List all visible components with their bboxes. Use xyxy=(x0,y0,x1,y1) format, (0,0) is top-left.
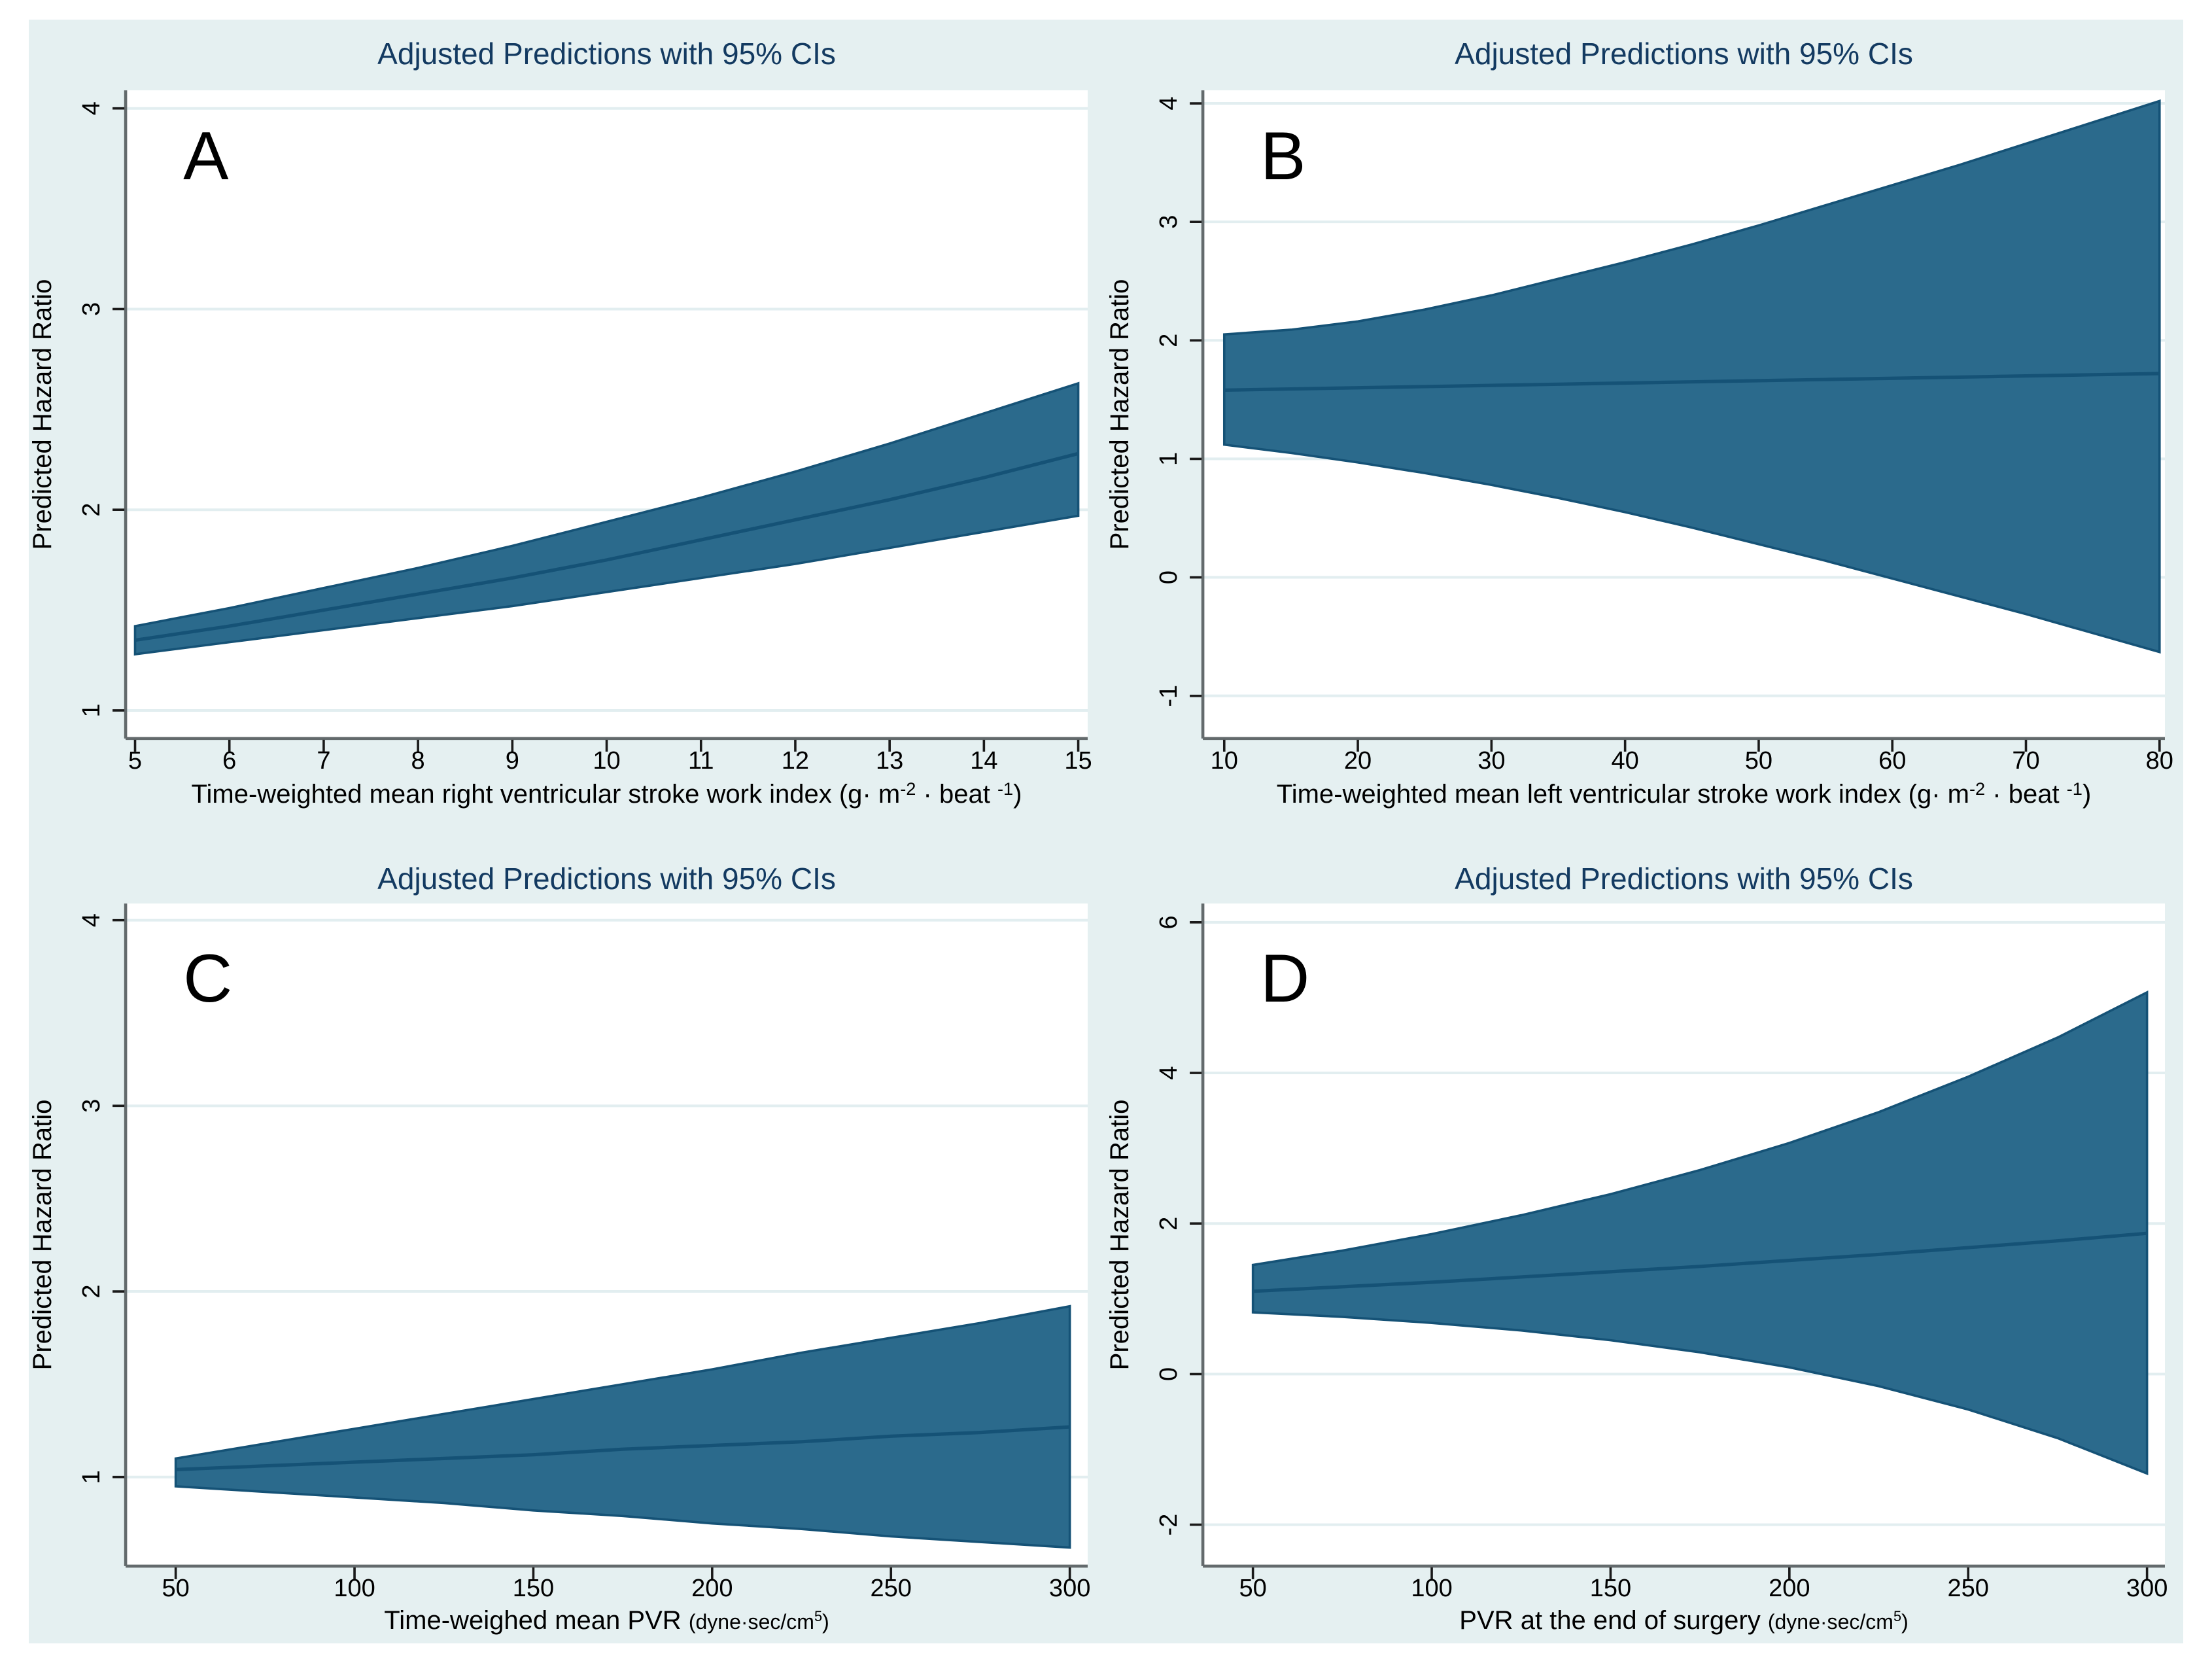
x-tick-label-70: 70 xyxy=(2012,747,2039,775)
x-tick-label-30: 30 xyxy=(1478,747,1505,775)
panel-c-chart: 50 100 150 200 250 300 1 2 3 4 Adjusted Prediction… xyxy=(29,862,1090,1635)
panel-d-chart: 50 100 150 200 250 300 -2 0 2 4 6 Adjusted Predicti… xyxy=(1106,862,2168,1635)
plot-area xyxy=(126,90,1088,739)
x-tick-label-15: 15 xyxy=(1064,747,1092,775)
y-tick-label-4: 4 xyxy=(78,101,105,115)
x-axis-title: PVR at the end of surgery (dyne·sec/cm5) xyxy=(1459,1606,1908,1635)
x-tick-label-5: 5 xyxy=(128,747,142,775)
confidence-band xyxy=(1222,99,2161,654)
panel-letter: D xyxy=(1260,941,1309,1017)
x-tick-label-12: 12 xyxy=(782,747,809,775)
x-tick-label-80: 80 xyxy=(2146,747,2173,775)
panel-letter: B xyxy=(1260,118,1305,194)
y-tick-label-2: 2 xyxy=(78,503,105,517)
confidence-band xyxy=(1251,990,2149,1475)
y-axis-title: Predicted Hazard Ratio xyxy=(1106,279,1134,550)
y-tick-label-1: 1 xyxy=(78,1470,105,1484)
x-tick-label-150: 150 xyxy=(1590,1575,1631,1602)
x-axis-title: Time-weighted mean left ventricular stro… xyxy=(1277,779,2091,809)
y-tick-label-4: 4 xyxy=(1155,1066,1183,1079)
panel-b: 10 20 30 40 50 60 70 80 -1 0 1 2 3 4 Adjusted Predicti… xyxy=(1106,20,2183,832)
x-tick-label-50: 50 xyxy=(1239,1575,1266,1602)
x-tick-label-250: 250 xyxy=(1948,1575,1989,1602)
y-tick-label-3: 3 xyxy=(78,1099,105,1113)
confidence-band xyxy=(133,381,1080,656)
x-tick-label-11: 11 xyxy=(688,747,714,775)
y-tick-label-0: 0 xyxy=(1155,1367,1183,1381)
panel-title: Adjusted Predictions with 95% CIs xyxy=(1455,37,1913,71)
x-tick-label-150: 150 xyxy=(513,1575,554,1602)
x-tick-label-10: 10 xyxy=(593,747,620,775)
panel-title: Adjusted Predictions with 95% CIs xyxy=(377,37,836,71)
prediction-line xyxy=(135,451,1079,642)
x-tick-label-300: 300 xyxy=(2126,1575,2168,1602)
x-tick-label-7: 7 xyxy=(317,747,330,775)
panel-c: 50 100 150 200 250 300 1 2 3 4 Adjusted Prediction… xyxy=(29,832,1106,1643)
y-axis-title: Predicted Hazard Ratio xyxy=(1106,1100,1134,1371)
x-tick-label-10: 10 xyxy=(1211,747,1238,775)
x-axis-title: Time-weighted mean right ventricular str… xyxy=(192,779,1022,809)
y-tick-label-1: 1 xyxy=(78,703,105,717)
figure-background: 5 6 7 8 9 10 11 12 13 14 15 1 2 3 4 Adjusted Prediction… xyxy=(29,20,2183,1643)
y-tick-label-2: 2 xyxy=(78,1284,105,1298)
x-tick-label-200: 200 xyxy=(691,1575,733,1602)
x-tick-label-14: 14 xyxy=(970,747,997,775)
x-tick-label-300: 300 xyxy=(1049,1575,1090,1602)
y-tick-label-3: 3 xyxy=(78,302,105,316)
y-tick-label-3: 3 xyxy=(1155,215,1183,229)
x-tick-label-250: 250 xyxy=(871,1575,912,1602)
y-axis-title: Predicted Hazard Ratio xyxy=(29,279,57,550)
x-tick-label-60: 60 xyxy=(1878,747,1906,775)
y-tick-label--1: -1 xyxy=(1155,685,1183,707)
x-tick-label-20: 20 xyxy=(1344,747,1372,775)
panel-a: 5 6 7 8 9 10 11 12 13 14 15 1 2 3 4 Adjusted Prediction… xyxy=(29,20,1106,832)
x-tick-label-40: 40 xyxy=(1612,747,1639,775)
prediction-line xyxy=(1253,1231,2147,1293)
panel-title: Adjusted Predictions with 95% CIs xyxy=(1455,862,1913,896)
x-tick-label-100: 100 xyxy=(334,1575,375,1602)
x-tick-label-8: 8 xyxy=(411,747,425,775)
x-tick-label-200: 200 xyxy=(1769,1575,1810,1602)
x-axis-title: Time-weighed mean PVR (dyne·sec/cm5) xyxy=(384,1606,829,1635)
y-tick-label-2: 2 xyxy=(1155,1217,1183,1231)
panel-d: 50 100 150 200 250 300 -2 0 2 4 6 Adjusted Predicti… xyxy=(1106,832,2183,1643)
y-tick-label-4: 4 xyxy=(1155,96,1183,110)
confidence-band xyxy=(174,1304,1071,1549)
y-tick-label-4: 4 xyxy=(78,913,105,927)
panel-b-chart: 10 20 30 40 50 60 70 80 -1 0 1 2 3 4 Adjusted Predicti… xyxy=(1106,37,2173,809)
x-tick-label-9: 9 xyxy=(506,747,519,775)
y-axis-title: Predicted Hazard Ratio xyxy=(29,1100,57,1371)
prediction-line xyxy=(175,1425,1070,1471)
panel-letter: A xyxy=(183,118,229,194)
y-tick-label-0: 0 xyxy=(1155,570,1183,584)
x-tick-label-13: 13 xyxy=(876,747,903,775)
prediction-line xyxy=(1224,372,2160,392)
y-tick-label-1: 1 xyxy=(1155,452,1183,466)
y-tick-label-2: 2 xyxy=(1155,334,1183,347)
x-tick-label-6: 6 xyxy=(222,747,236,775)
x-tick-label-50: 50 xyxy=(1745,747,1772,775)
x-tick-label-100: 100 xyxy=(1411,1575,1452,1602)
y-tick-label--2: -2 xyxy=(1155,1514,1183,1536)
y-tick-label-6: 6 xyxy=(1155,915,1183,929)
x-tick-label-50: 50 xyxy=(162,1575,189,1602)
panel-title: Adjusted Predictions with 95% CIs xyxy=(377,862,836,896)
panel-letter: C xyxy=(183,941,232,1017)
